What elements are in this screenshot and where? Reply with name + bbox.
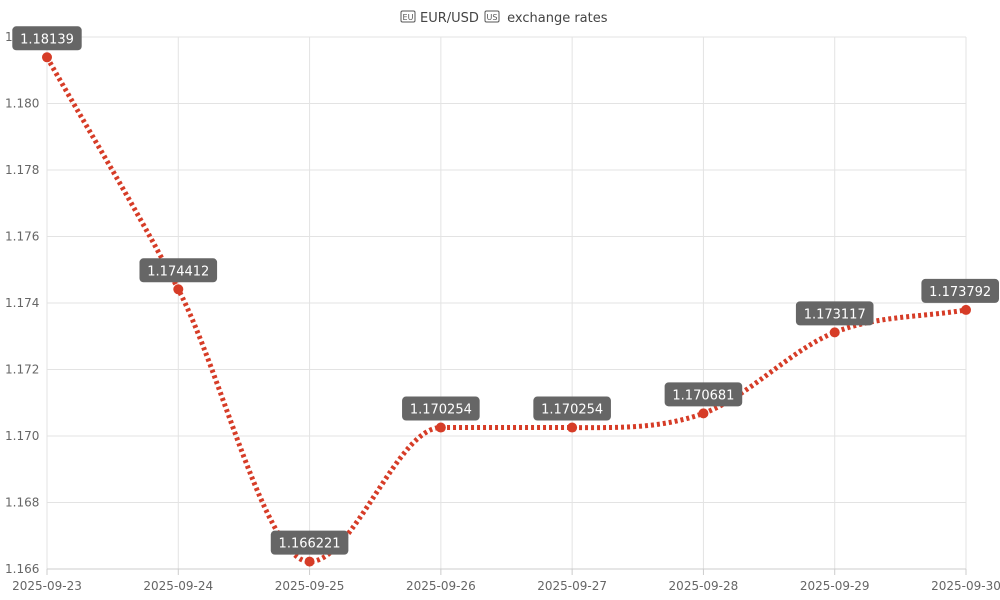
- data-label: 1.170681: [664, 382, 743, 407]
- y-tick-label: 1.176: [5, 230, 39, 244]
- data-label-box: [12, 26, 82, 51]
- eu-flag-icon: EU: [400, 10, 416, 23]
- data-point[interactable]: [829, 327, 840, 338]
- data-label-box: [795, 301, 874, 326]
- data-label: 1.18139: [12, 26, 82, 51]
- data-point[interactable]: [173, 284, 184, 295]
- data-label-box: [664, 382, 743, 407]
- data-label-text: 1.173117: [804, 307, 866, 322]
- data-label-box: [270, 530, 349, 555]
- x-tick-label: 2025-09-25: [275, 579, 345, 593]
- x-tick-label: 2025-09-30: [931, 579, 1000, 593]
- title-currency-b: USD: [451, 11, 479, 26]
- y-tick-label: 1.178: [5, 163, 39, 177]
- svg-text:US: US: [487, 13, 498, 22]
- data-points: [42, 52, 971, 567]
- data-label: 1.173117: [795, 301, 874, 326]
- data-label-text: 1.170681: [672, 388, 734, 403]
- title-separator: /: [447, 11, 452, 26]
- x-tick-label: 2025-09-23: [12, 579, 82, 593]
- x-axis: 2025-09-23 2025-09-24 2025-09-25 2025-09-26…: [12, 568, 1000, 593]
- svg-text:EUR/USD: EUR/USD: [420, 11, 479, 26]
- data-point[interactable]: [567, 422, 578, 433]
- chart-title: EU EUR/USD US exchange rates: [400, 10, 608, 26]
- data-label-text: 1.166221: [279, 537, 341, 552]
- data-point[interactable]: [435, 422, 446, 433]
- data-label-box: [402, 396, 480, 421]
- data-label-box: [139, 258, 218, 283]
- y-tick-label: 1.168: [5, 496, 39, 510]
- y-axis: 1.166 1.168 1.170 1.172 1.174 1.176 1.178 1.180…: [5, 30, 39, 576]
- data-point[interactable]: [42, 52, 52, 63]
- data-label: 1.170254: [402, 396, 480, 421]
- x-tick-label: 2025-09-28: [669, 579, 739, 593]
- svg-text:EU: EU: [403, 13, 414, 22]
- y-tick-label: 1.174: [5, 296, 39, 310]
- us-flag-icon: US: [484, 10, 500, 23]
- data-label-text: 1.174412: [147, 264, 209, 279]
- title-suffix: exchange rates: [503, 11, 608, 26]
- x-tick-label: 2025-09-29: [800, 579, 870, 593]
- data-label-text: 1.170254: [410, 403, 472, 418]
- data-label: 1.173792: [921, 278, 999, 303]
- data-point[interactable]: [961, 304, 971, 315]
- data-label: 1.174412: [139, 258, 218, 283]
- x-tick-label: 2025-09-26: [406, 579, 476, 593]
- data-label: 1.166221: [270, 530, 349, 555]
- data-point[interactable]: [698, 408, 709, 419]
- y-tick-label: 1.170: [5, 429, 39, 443]
- data-label-text: 1.18139: [20, 32, 74, 47]
- data-label: 1.170254: [533, 396, 611, 421]
- y-tick-label: 1.172: [5, 363, 39, 377]
- x-tick-label: 2025-09-24: [143, 579, 213, 593]
- data-label-text: 1.170254: [541, 403, 603, 418]
- data-labels: 1.18139 1.174412 1.166221 1.170254 1.170254 1…: [12, 26, 999, 555]
- grid: [46, 36, 967, 570]
- y-tick-label: 1.166: [5, 562, 39, 576]
- x-tick-label: 2025-09-27: [537, 579, 607, 593]
- y-tick-label: 1.180: [5, 97, 39, 111]
- data-label-box: [921, 278, 999, 303]
- data-label-text: 1.173792: [929, 285, 991, 300]
- title-currency-a: EUR: [420, 11, 447, 26]
- data-label-box: [533, 396, 611, 421]
- data-point[interactable]: [304, 556, 315, 567]
